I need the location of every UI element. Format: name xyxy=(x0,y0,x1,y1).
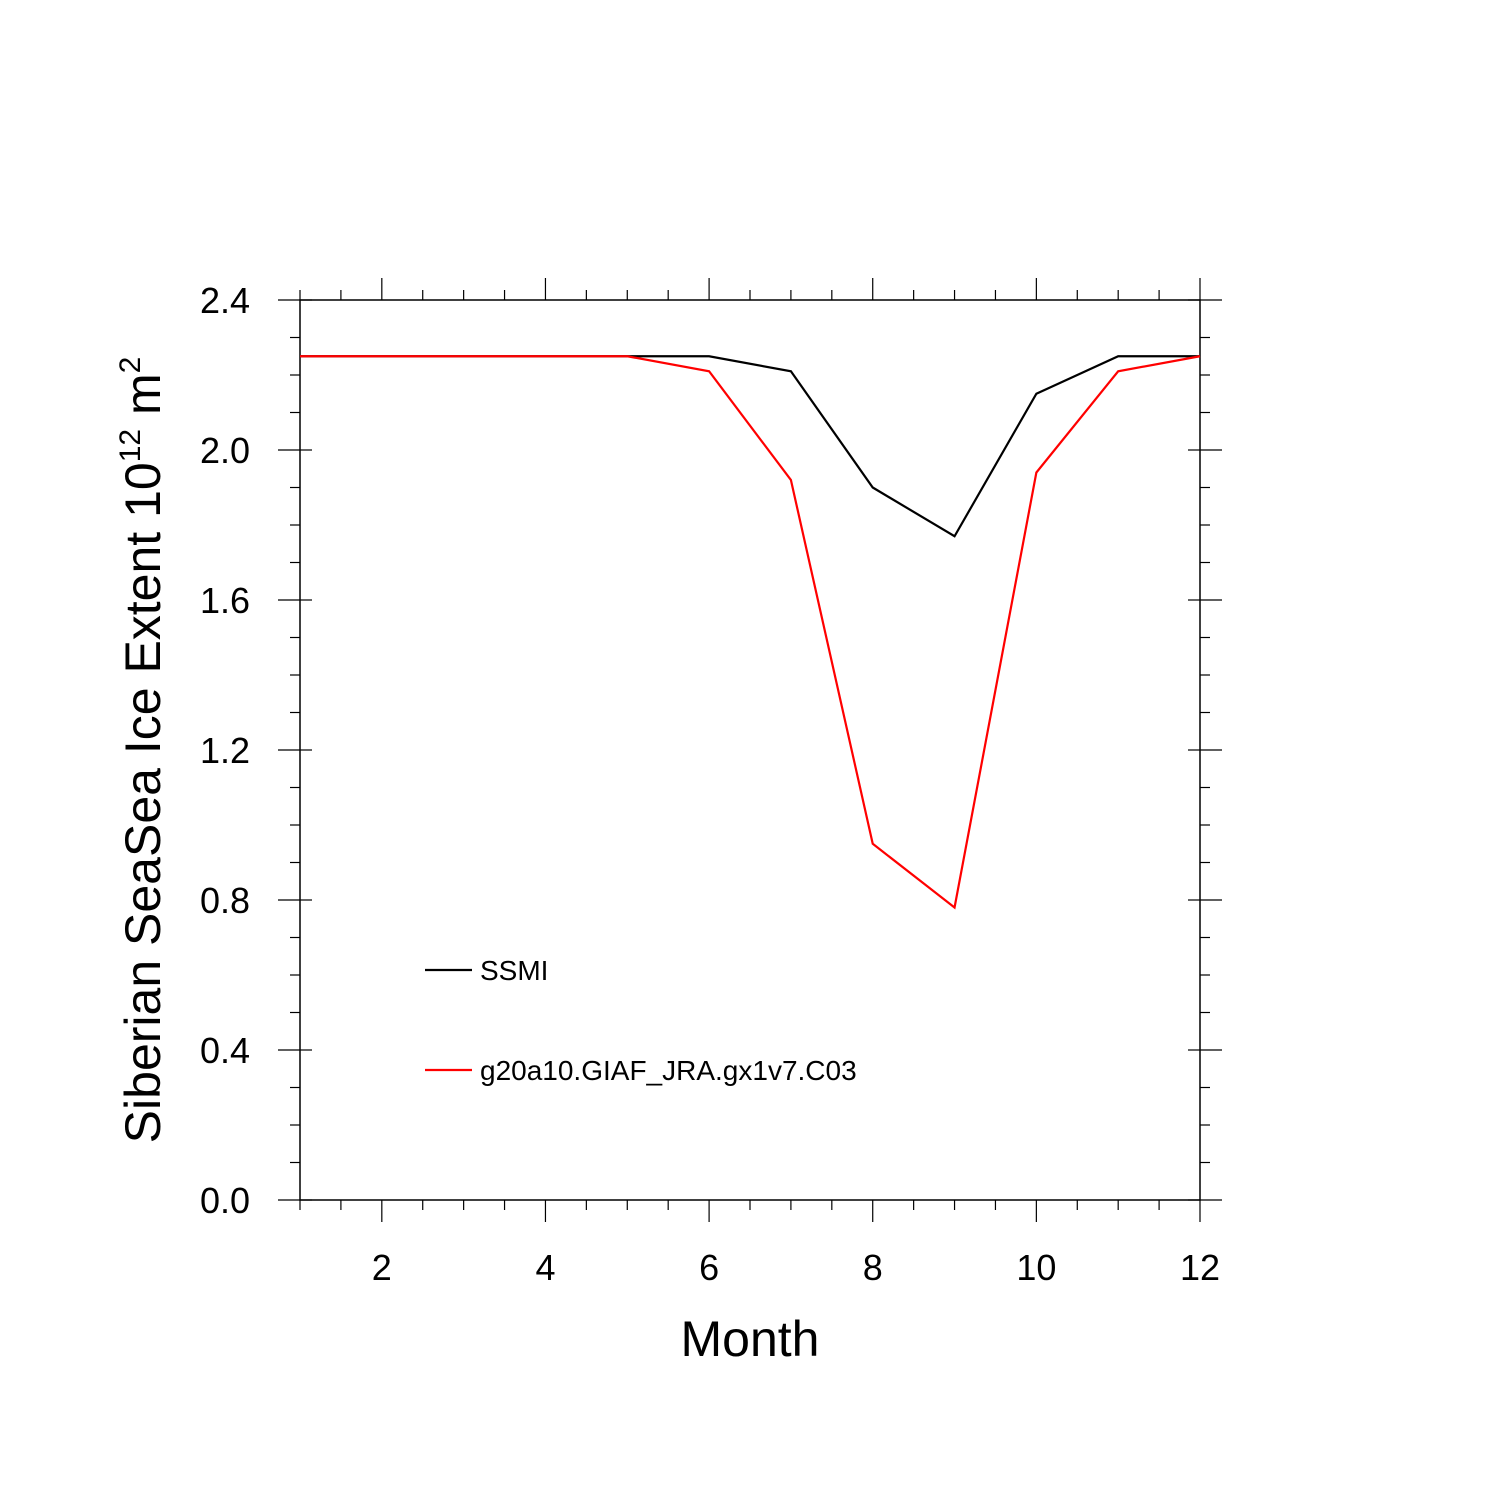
y-axis-tick-labels: 0.0 0.4 0.8 1.2 1.6 2.0 2.4 xyxy=(200,280,250,1221)
y-axis-ticks xyxy=(278,299,1222,1201)
y-tick-label: 0.8 xyxy=(200,880,250,921)
x-tick-label: 4 xyxy=(535,1247,555,1288)
x-axis-ticks xyxy=(299,278,1201,1222)
x-axis-title: Month xyxy=(681,1311,820,1367)
y-axis-title-exponent: 12 xyxy=(114,429,147,462)
series-line-ssmi xyxy=(300,355,1200,538)
x-tick-label: 6 xyxy=(699,1247,719,1288)
y-tick-label: 2.4 xyxy=(200,280,250,321)
y-axis-title-prefix: Siberian SeaSea Ice Extent 10 xyxy=(115,462,171,1143)
legend-label: SSMI xyxy=(480,955,548,986)
y-tick-label: 1.2 xyxy=(200,730,250,771)
x-tick-label: 2 xyxy=(372,1247,392,1288)
y-axis-title-unit: m xyxy=(115,373,171,429)
y-axis-title-unit-exponent: 2 xyxy=(114,357,147,374)
y-axis-title: Siberian SeaSea Ice Extent 1012 m2 xyxy=(114,357,171,1144)
series-line-model xyxy=(300,355,1201,910)
legend-label: g20a10.GIAF_JRA.gx1v7.C03 xyxy=(480,1055,857,1086)
x-tick-label: 12 xyxy=(1180,1247,1220,1288)
x-tick-label: 10 xyxy=(1016,1247,1056,1288)
y-tick-label: 2.0 xyxy=(200,430,250,471)
series-lines xyxy=(300,355,1201,910)
legend: SSMI g20a10.GIAF_JRA.gx1v7.C03 xyxy=(425,955,857,1086)
y-tick-label: 0.4 xyxy=(200,1030,250,1071)
x-tick-label: 8 xyxy=(863,1247,883,1288)
y-tick-label: 1.6 xyxy=(200,580,250,621)
y-tick-label: 0.0 xyxy=(200,1180,250,1221)
x-axis-tick-labels: 2 4 6 8 10 12 xyxy=(372,1247,1220,1288)
